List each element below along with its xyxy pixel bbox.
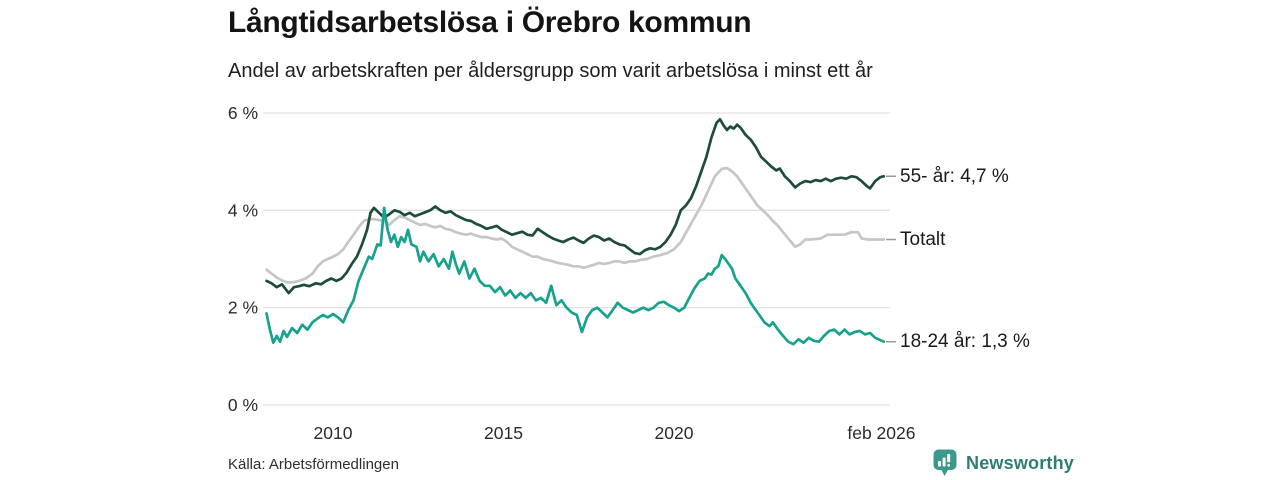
y-tick-label: 0 % [228, 395, 258, 415]
newsworthy-wordmark: Newsworthy [966, 452, 1075, 473]
axis-labels-group: 0 % 2 % 4 % 6 % 2010 2015 2020 feb 2026 [228, 103, 916, 443]
x-tick-label: feb 2026 [847, 423, 915, 443]
series-line-18-24-r [265, 206, 886, 346]
series-end-label: 55- år: 4,7 % [900, 166, 1009, 187]
page-title: Långtidsarbetslösa i Örebro kommun [228, 6, 752, 39]
x-tick-label: 2015 [484, 423, 523, 443]
newsworthy-logo-icon [933, 449, 957, 476]
y-tick-label: 4 % [228, 200, 258, 220]
series-line-55--r [265, 117, 886, 295]
series-labels-group: Totalt 55- år: 4,7 % 18-24 år: 1,3 % [886, 166, 1030, 352]
series-line-Totalt [265, 166, 886, 284]
x-tick-label: 2010 [314, 423, 353, 443]
y-tick-label: 2 % [228, 298, 258, 318]
x-tick-label: 2020 [655, 423, 694, 443]
series-end-label: 18-24 år: 1,3 % [900, 331, 1030, 352]
newsworthy-brand[interactable]: Newsworthy [933, 449, 1074, 477]
source-note: Källa: Arbetsförmedlingen [228, 456, 399, 473]
chart-subtitle: Andel av arbetskraften per åldersgrupp s… [228, 60, 873, 82]
series-lines-group [265, 117, 886, 346]
y-tick-label: 6 % [228, 103, 258, 123]
gridlines-group [263, 112, 890, 406]
series-end-label: Totalt [900, 229, 946, 250]
